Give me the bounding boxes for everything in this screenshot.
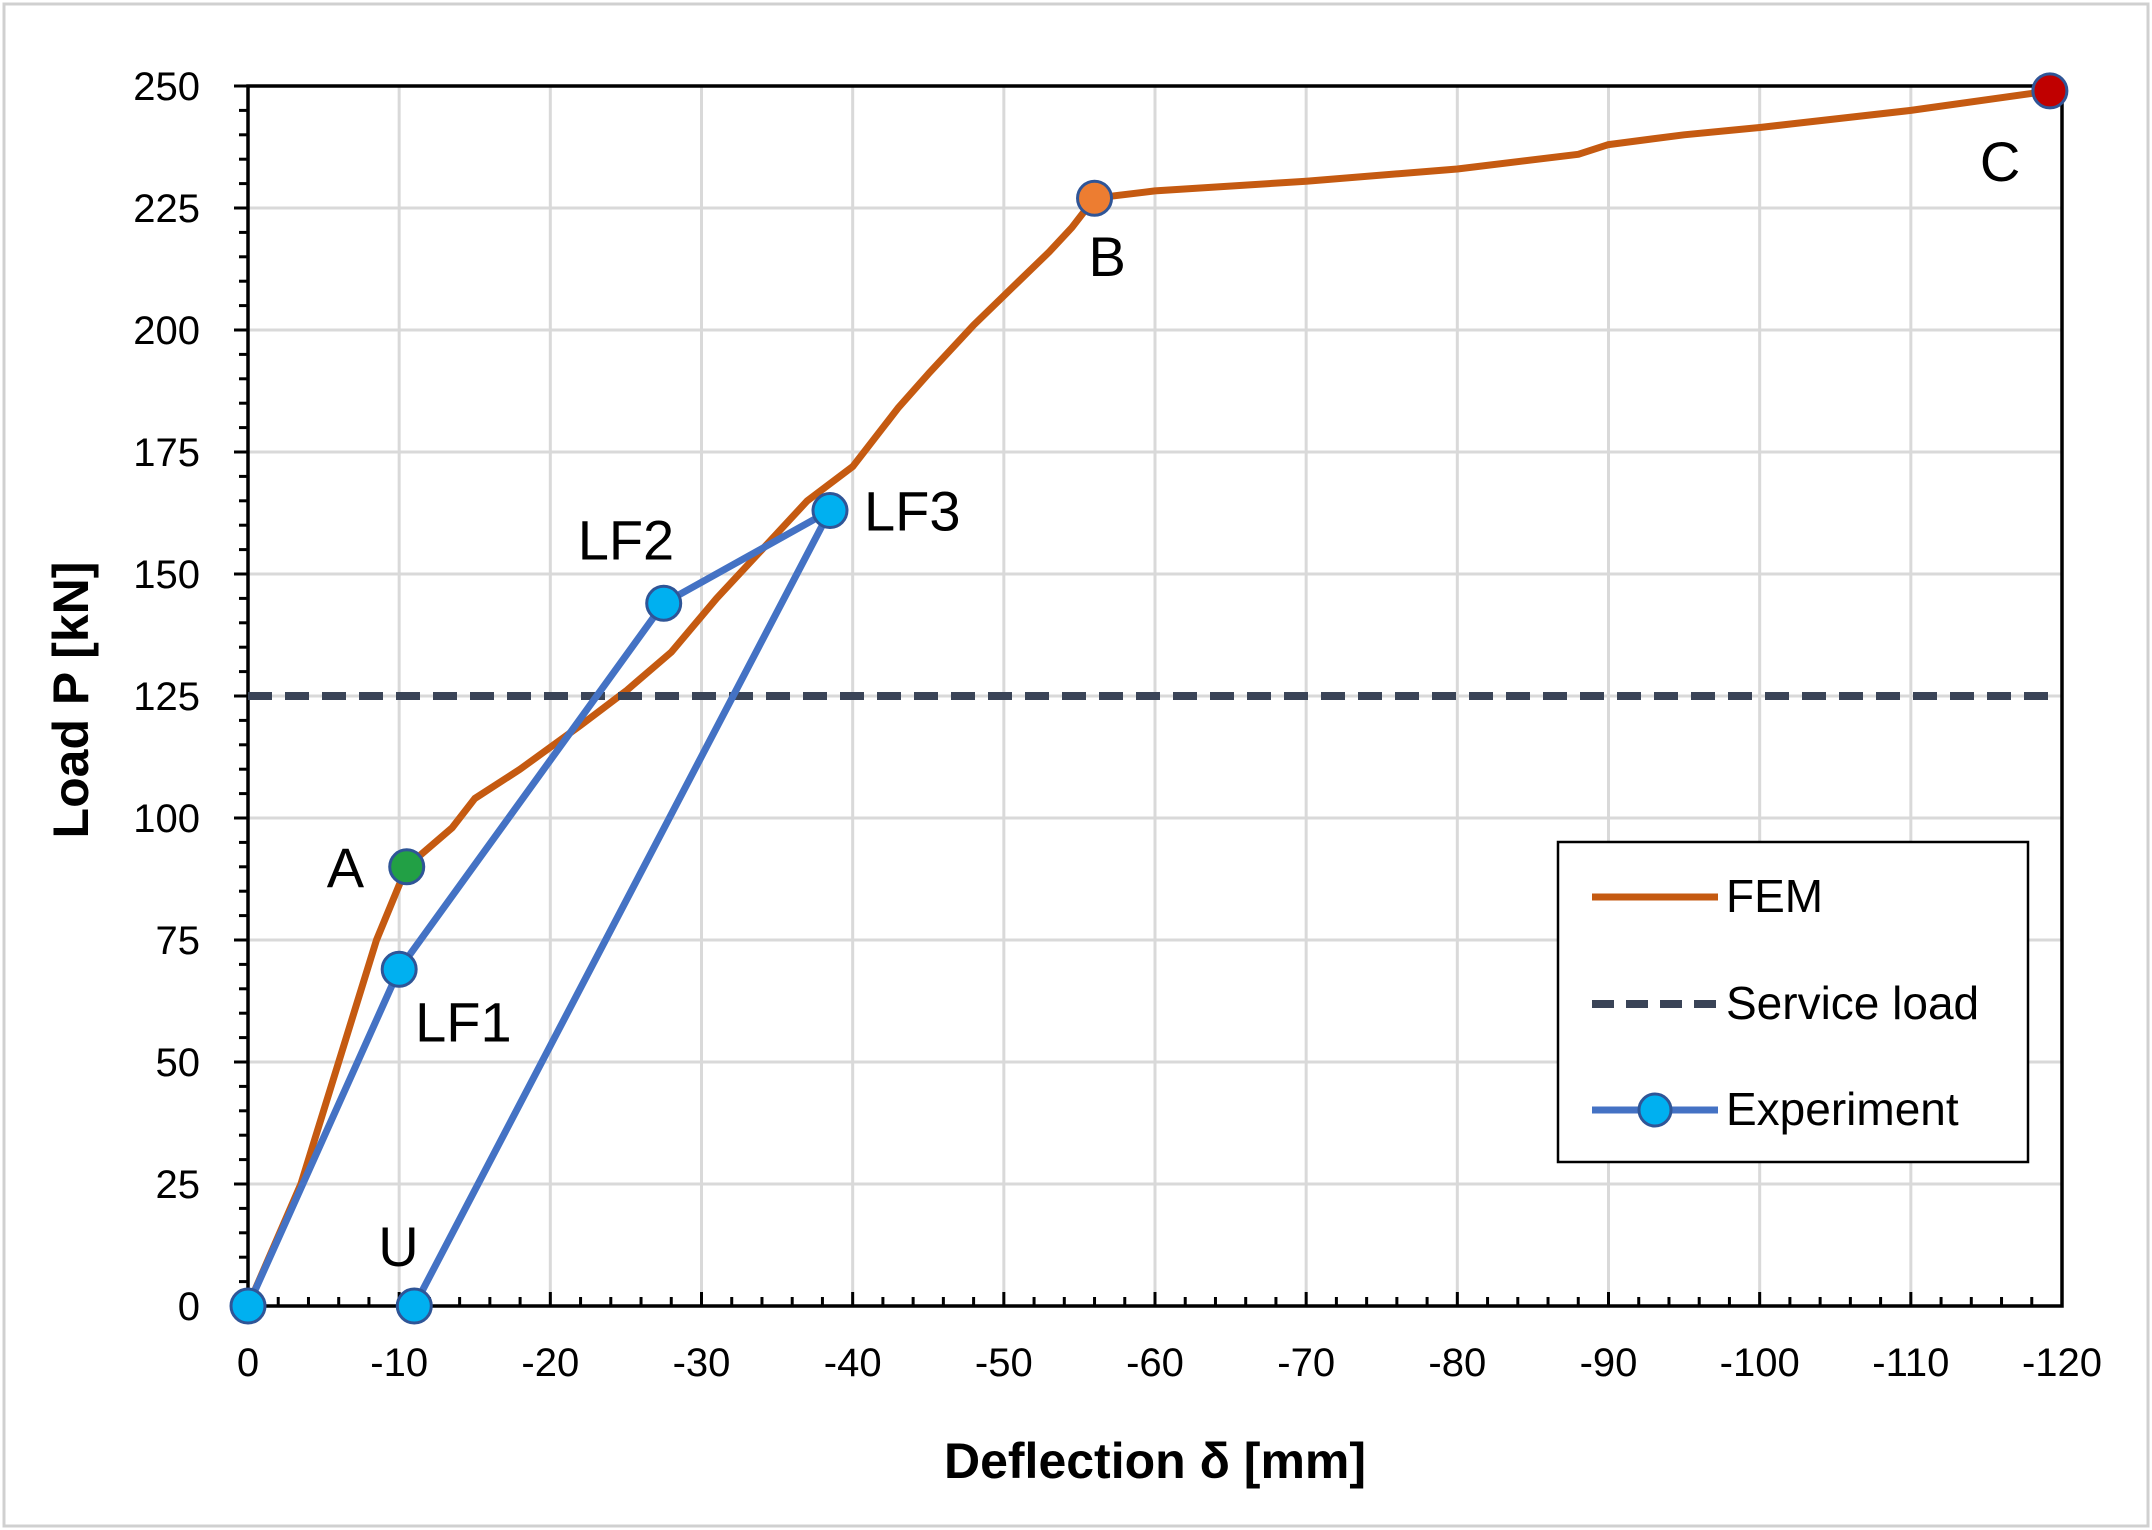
y-tick-label: 50 [156, 1041, 201, 1085]
y-tick-label: 225 [133, 187, 200, 231]
x-tick-label: -110 [1872, 1341, 1949, 1385]
point-c [2031, 72, 2069, 110]
x-axis-title: Deflection δ [mm] [944, 1433, 1366, 1489]
x-tick-label: -70 [1277, 1341, 1335, 1385]
tick-labels: 0 -10 -20 -30 -40 -50 -60 -70 -80 -90 -100 -110 -120… [133, 65, 2102, 1385]
annotation-lf1: LF1 [415, 990, 512, 1053]
annotation-b: B [1089, 225, 1126, 288]
y-tick-label: 250 [133, 65, 200, 109]
y-tick-label: 0 [178, 1285, 200, 1329]
x-tick-label: -90 [1580, 1341, 1638, 1385]
legend-experiment-marker [1637, 1092, 1673, 1128]
y-axis-title: Load P [kN] [43, 562, 99, 839]
annotation-c: C [1980, 130, 2020, 193]
x-tick-label: -40 [824, 1341, 882, 1385]
y-tick-label: 25 [156, 1163, 201, 1207]
x-tick-label: -10 [370, 1341, 428, 1385]
point-b [1076, 179, 1114, 217]
legend-service-load-label: Service load [1726, 977, 1979, 1029]
markers-group [229, 72, 2069, 1325]
x-tick-label: -30 [673, 1341, 731, 1385]
x-tick-label: -100 [1720, 1341, 1800, 1385]
fem-line [244, 87, 2054, 1310]
x-tick-label: -120 [2022, 1341, 2102, 1385]
x-tick-label: -20 [521, 1341, 579, 1385]
y-tick-label: 125 [133, 675, 200, 719]
y-tick-label: 75 [156, 919, 201, 963]
y-tick-label: 150 [133, 553, 200, 597]
annotation-a: A [327, 836, 365, 899]
experiment-point [229, 1287, 267, 1325]
experiment-point [380, 950, 418, 988]
experiment-point [645, 584, 683, 622]
legend-fem-label: FEM [1726, 870, 1823, 922]
x-tick-label: -50 [975, 1341, 1033, 1385]
legend-experiment-label: Experiment [1726, 1083, 1959, 1135]
x-tick-label: -80 [1428, 1341, 1486, 1385]
annotation-lf3: LF3 [864, 480, 961, 543]
point-a [388, 848, 426, 886]
y-tick-label: 200 [133, 309, 200, 353]
annotation-lf2: LF2 [578, 508, 675, 571]
annotations: A B C LF1 LF2 LF3 U [327, 130, 2021, 1278]
x-tick-label: -60 [1126, 1341, 1184, 1385]
legend: FEM Service load Experiment [1556, 840, 2030, 1164]
y-tick-label: 100 [133, 797, 200, 841]
annotation-u: U [378, 1215, 418, 1278]
y-tick-label: 175 [133, 431, 200, 475]
experiment-point [395, 1287, 433, 1325]
x-tick-label: 0 [237, 1341, 259, 1385]
experiment-point [811, 492, 849, 530]
